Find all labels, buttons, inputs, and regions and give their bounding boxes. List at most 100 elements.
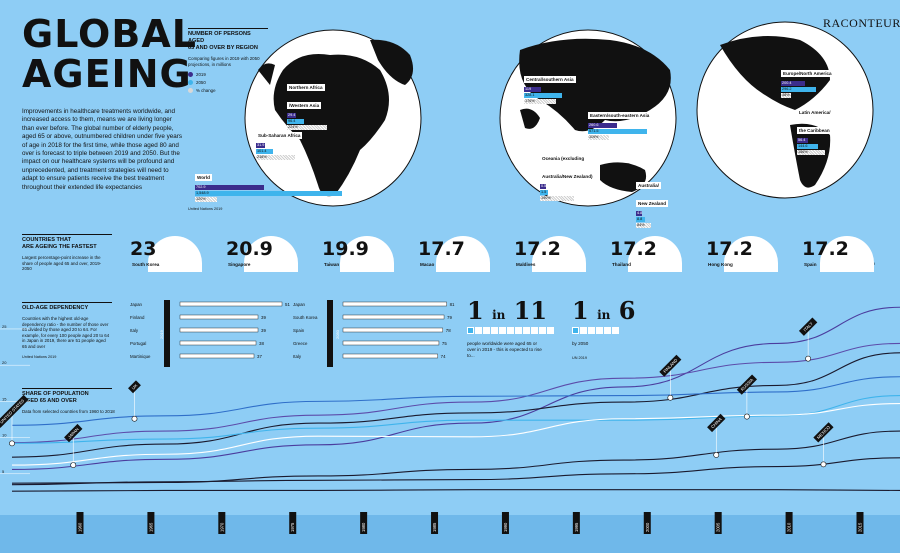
region-label: Oceania (excluding Australia/New Zealand)…	[540, 147, 595, 201]
region-bar-2050: 1.5	[540, 190, 549, 195]
fastest-value: 23	[130, 238, 157, 260]
series-line-finland	[11, 352, 900, 458]
x-tick-label: 2015	[858, 522, 863, 532]
region-name-line-2: Australia/New Zealand)	[540, 173, 595, 181]
x-tick-tag	[360, 512, 368, 534]
region-bar-change: 48%	[781, 93, 791, 98]
dep-2019-value: 38	[259, 341, 264, 346]
region-bar-2019: 4.8	[636, 211, 643, 216]
annotation-point	[667, 394, 674, 401]
x-tick-tag	[501, 512, 509, 534]
globes-svg	[244, 21, 874, 207]
fastest-value: 17.2	[610, 238, 657, 260]
region-bar-2050: 96.4	[287, 119, 304, 124]
dep-2019-country: Japan	[130, 302, 143, 307]
share-rule	[22, 388, 112, 389]
legend-2019: 2019	[188, 72, 268, 78]
fastest-value: 19.9	[322, 238, 369, 260]
x-tick-label: 1965	[148, 522, 153, 532]
annotation-tag: ITALY	[798, 317, 818, 336]
region-bar-2019: 0.5	[540, 184, 547, 189]
region-bar-change: 119%	[588, 135, 610, 140]
regions-source: United Nations 2019	[188, 207, 223, 211]
dep-2050-bar	[342, 340, 440, 346]
x-tick-tag	[431, 512, 439, 534]
annotation-point	[713, 452, 720, 458]
ratio-box	[475, 327, 482, 334]
fastest-value: 17.2	[706, 238, 753, 260]
region-name: World	[195, 174, 212, 182]
fastest-value: 17.7	[418, 238, 465, 260]
ratio-box	[588, 327, 595, 334]
fastest-dome	[148, 236, 202, 272]
annotation-point	[743, 413, 750, 420]
dep-2050-value: 81	[450, 302, 455, 307]
legend-2019-label: 2019	[196, 72, 206, 78]
region-bar-2050: 144.6	[797, 144, 818, 149]
series-line-mexico	[11, 457, 900, 486]
x-tick-label: 1970	[219, 522, 224, 532]
y-tick-label: 20	[2, 360, 7, 365]
region-bar-2050: 571.5	[588, 129, 648, 134]
dep-2019-value: 51	[285, 302, 290, 307]
legend-change-swatch	[188, 88, 193, 94]
ratio-box	[507, 327, 514, 334]
dep-2050-country: Italy	[293, 354, 302, 359]
dep-2019-country: Italy	[130, 328, 139, 333]
region-bar-change: 176%	[524, 99, 556, 104]
annotation-point	[820, 461, 827, 468]
annotation-point	[805, 355, 812, 362]
regions-heading-1: NUMBER OF PERSONS AGED	[188, 31, 251, 44]
annotation-tag-bg	[813, 422, 834, 443]
annotation-tag-bg	[798, 317, 818, 336]
regions-rule	[188, 28, 268, 29]
share-subheading: Data from selected countries from 1960 t…	[22, 409, 115, 414]
ratio-box	[483, 327, 490, 334]
share-heading-1: SHARE OF POPULATION	[22, 391, 89, 397]
ratio-box	[499, 327, 506, 334]
ratio-box	[572, 327, 579, 334]
region-label: Eastern/south-eastern Asia 260.6 571.5 119%	[588, 104, 652, 140]
timeline-band	[0, 515, 900, 553]
dep-2050-year-band	[327, 300, 333, 367]
dep-2019-value: 37	[257, 354, 262, 359]
region-bar-2019: 119	[524, 87, 541, 92]
title-line-2: AGEING	[22, 52, 192, 96]
x-tick-tag	[218, 512, 226, 534]
ratio-box	[612, 327, 619, 334]
ratio-box	[491, 327, 498, 334]
fastest-country: Singapore	[228, 262, 251, 267]
fastest-country: Spain	[804, 262, 817, 267]
fastest-dome	[628, 236, 682, 272]
region-name: Sub-Saharan Africa	[256, 132, 303, 140]
dep-2050-value: 74	[441, 354, 446, 359]
region-label: World 702.9 1,548.9 120%	[195, 166, 343, 202]
title-line-1: GLOBAL	[22, 12, 197, 56]
dep-2019-bar	[179, 340, 257, 346]
dependency-description: Countries with the highest old-age depen…	[22, 316, 110, 349]
x-tick-label: 2000	[645, 522, 650, 532]
share-panel: SHARE OF POPULATION AGED 65 AND OVER Dat…	[22, 388, 117, 415]
region-bar-2019: 200.4	[781, 81, 806, 86]
region-name-line-2: /Western Asia	[287, 102, 322, 110]
dep-2019-value: 39	[261, 328, 266, 333]
region-bar-2019: 56.4	[797, 138, 809, 143]
x-tick-label: 2005	[716, 522, 721, 532]
page-title: GLOBAL AGEING	[22, 14, 197, 94]
dependency-heading: OLD-AGE DEPENDENCY	[22, 305, 89, 311]
dep-2019-year-band	[164, 300, 170, 367]
x-tick-label: 2010	[787, 522, 792, 532]
fastest-country: Macao	[420, 262, 435, 267]
globe-americas	[696, 21, 874, 199]
fastest-dome	[244, 236, 298, 272]
ratio-2019: 1 in 11	[467, 296, 547, 325]
y-tick-label: 25	[2, 324, 7, 329]
legend-2019-swatch	[188, 72, 193, 78]
dep-2050-bar	[342, 353, 438, 359]
dep-2050-value: 79	[447, 315, 452, 320]
region-bar-2019: 31.9	[256, 143, 265, 148]
dep-2019-bar	[179, 301, 283, 307]
annotation-tag-bg	[736, 374, 758, 395]
x-tick-label: 1985	[432, 522, 437, 532]
dependency-bars-2050: Japan 81 South Korea 79 Spain 78 Greece 75 Italy…	[293, 300, 455, 367]
